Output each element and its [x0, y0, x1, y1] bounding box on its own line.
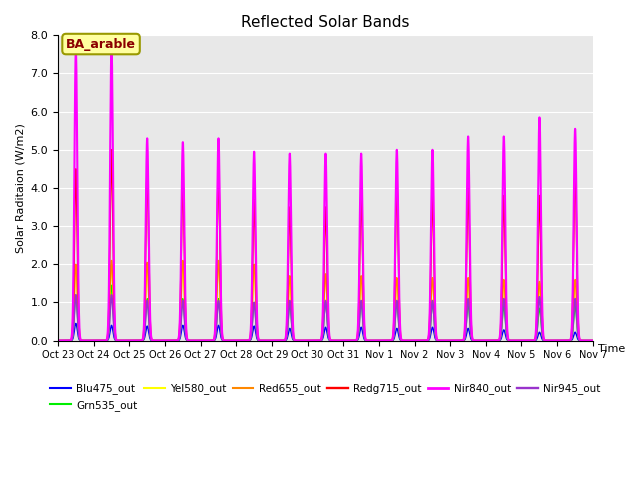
Nir945_out — [417, 338, 424, 344]
Yel580_out — [108, 262, 115, 267]
Line: Grn535_out: Grn535_out — [58, 285, 628, 341]
Yel580_out — [618, 338, 626, 344]
Grn535_out — [618, 338, 626, 344]
Grn535_out — [417, 338, 424, 344]
Nir840_out — [538, 251, 545, 257]
Line: Redg715_out: Redg715_out — [58, 150, 628, 341]
Yel580_out — [54, 338, 62, 344]
Text: BA_arable: BA_arable — [66, 37, 136, 50]
Line: Red655_out: Red655_out — [58, 261, 628, 341]
Nir840_out — [618, 338, 626, 344]
Nir840_out — [54, 338, 62, 344]
Redg715_out — [108, 147, 115, 153]
Red655_out — [618, 338, 626, 344]
Grn535_out — [108, 282, 115, 288]
Nir945_out — [618, 338, 626, 344]
Nir840_out — [467, 302, 475, 308]
Redg715_out — [538, 281, 545, 287]
Yel580_out — [171, 338, 179, 344]
Red655_out — [108, 258, 115, 264]
Red655_out — [417, 338, 424, 344]
Nir840_out — [625, 338, 632, 344]
Grn535_out — [171, 338, 179, 344]
Nir945_out — [503, 335, 511, 341]
Blu475_out — [54, 338, 62, 344]
Nir945_out — [72, 292, 80, 298]
Blu475_out — [503, 337, 511, 343]
Blu475_out — [417, 338, 424, 344]
Redg715_out — [54, 338, 62, 344]
Nir945_out — [467, 330, 475, 336]
Blu475_out — [618, 338, 626, 344]
Nir840_out — [171, 338, 179, 344]
Line: Blu475_out: Blu475_out — [58, 324, 628, 341]
Redg715_out — [618, 338, 626, 344]
Redg715_out — [625, 338, 632, 344]
Red655_out — [625, 338, 632, 344]
Blu475_out — [72, 321, 80, 326]
Line: Nir840_out: Nir840_out — [58, 47, 628, 341]
Blu475_out — [625, 338, 632, 344]
Nir945_out — [625, 338, 632, 344]
Nir840_out — [108, 44, 115, 49]
Nir945_out — [54, 338, 62, 344]
Yel580_out — [467, 327, 475, 333]
Red655_out — [538, 315, 545, 321]
Redg715_out — [467, 312, 475, 317]
Red655_out — [467, 327, 475, 333]
Blu475_out — [171, 338, 179, 344]
Title: Reflected Solar Bands: Reflected Solar Bands — [241, 15, 410, 30]
Red655_out — [503, 334, 511, 340]
Red655_out — [54, 338, 62, 344]
Line: Nir945_out: Nir945_out — [58, 295, 628, 341]
Yel580_out — [417, 338, 424, 344]
Grn535_out — [54, 338, 62, 344]
Text: Time: Time — [598, 344, 625, 354]
Redg715_out — [503, 329, 511, 335]
Nir945_out — [538, 321, 545, 326]
Nir945_out — [171, 338, 179, 344]
Nir840_out — [417, 338, 424, 344]
Yel580_out — [503, 334, 511, 340]
Legend: Blu475_out, Grn535_out, Yel580_out, Red655_out, Redg715_out, Nir840_out, Nir945_: Blu475_out, Grn535_out, Yel580_out, Red6… — [46, 379, 605, 415]
Y-axis label: Solar Raditaion (W/m2): Solar Raditaion (W/m2) — [15, 123, 25, 253]
Line: Yel580_out: Yel580_out — [58, 264, 628, 341]
Grn535_out — [538, 325, 545, 331]
Grn535_out — [503, 336, 511, 341]
Yel580_out — [625, 338, 632, 344]
Grn535_out — [625, 338, 632, 344]
Blu475_out — [467, 336, 475, 341]
Red655_out — [171, 338, 179, 344]
Redg715_out — [417, 338, 424, 344]
Grn535_out — [467, 332, 475, 337]
Yel580_out — [538, 315, 545, 321]
Blu475_out — [538, 335, 545, 340]
Redg715_out — [171, 338, 179, 344]
Nir840_out — [503, 325, 511, 331]
